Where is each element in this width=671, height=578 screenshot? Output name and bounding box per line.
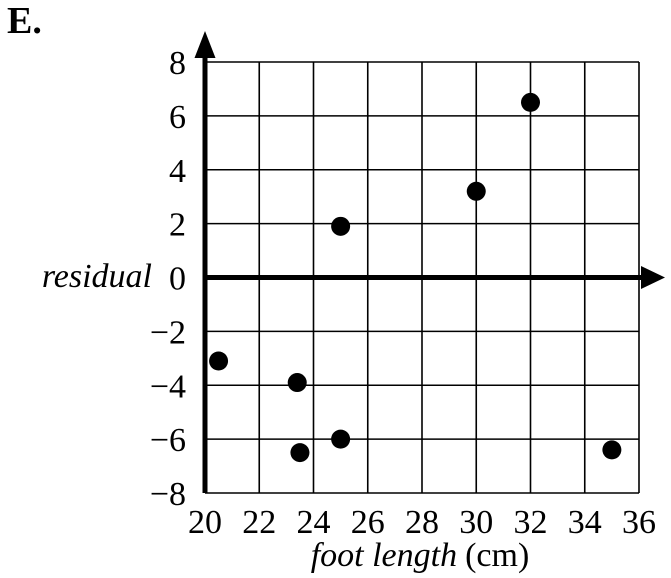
y-tick-label: 6 bbox=[169, 99, 186, 136]
y-tick-label: −4 bbox=[150, 368, 186, 405]
y-tick-label: 2 bbox=[169, 207, 186, 244]
data-point bbox=[287, 373, 307, 393]
x-tick-label: 32 bbox=[514, 504, 548, 541]
x-tick-label: 30 bbox=[459, 504, 493, 541]
data-point bbox=[521, 92, 540, 112]
panel-label: E. bbox=[7, 0, 42, 42]
y-tick-label: −6 bbox=[150, 422, 186, 459]
x-tick-label: 20 bbox=[188, 504, 222, 541]
y-axis-arrow-icon bbox=[194, 31, 216, 58]
x-tick-label: 24 bbox=[297, 504, 331, 541]
data-point bbox=[209, 351, 229, 371]
y-tick-label: 8 bbox=[169, 45, 186, 82]
y-tick-label: −2 bbox=[150, 314, 186, 351]
x-axis-title: foot length (cm) bbox=[205, 536, 635, 576]
x-tick-label: 28 bbox=[405, 504, 439, 541]
x-tick-label: 26 bbox=[351, 504, 385, 541]
x-tick-label: 22 bbox=[242, 504, 276, 541]
x-axis-arrow-icon bbox=[641, 266, 665, 289]
y-tick-label: −8 bbox=[150, 476, 186, 513]
x-axis-title-unit: (cm) bbox=[465, 537, 530, 574]
x-axis-title-name: foot length bbox=[310, 537, 458, 574]
data-point bbox=[331, 429, 351, 449]
y-axis-title: residual bbox=[41, 258, 152, 295]
x-tick-label: 34 bbox=[568, 504, 602, 541]
y-tick-label: 0 bbox=[169, 261, 186, 298]
data-point bbox=[466, 181, 486, 201]
x-tick-label: 36 bbox=[622, 504, 656, 541]
data-point bbox=[602, 440, 622, 460]
data-point bbox=[331, 216, 351, 236]
data-point bbox=[290, 443, 310, 463]
y-tick-label: 4 bbox=[169, 153, 186, 190]
